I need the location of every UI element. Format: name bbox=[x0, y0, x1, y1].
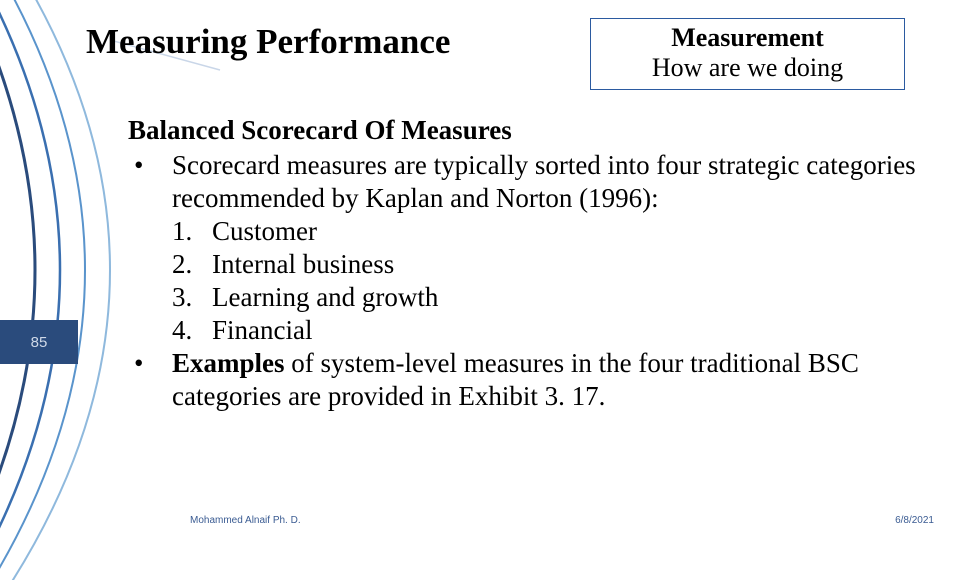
measurement-callout: Measurement How are we doing bbox=[590, 18, 905, 90]
body-content: Balanced Scorecard Of Measures • Scoreca… bbox=[128, 114, 934, 412]
content-heading: Balanced Scorecard Of Measures bbox=[128, 114, 934, 147]
numbered-list: 1.Customer 2.Internal business 3.Learnin… bbox=[128, 215, 934, 347]
list-item: 2.Internal business bbox=[172, 248, 934, 281]
list-item: 4.Financial bbox=[172, 314, 934, 347]
bullet-item: • Examples of system-level measures in t… bbox=[128, 347, 934, 413]
bullet-item: • Scorecard measures are typically sorte… bbox=[128, 149, 934, 215]
footer-date: 6/8/2021 bbox=[895, 515, 934, 526]
list-item: 3.Learning and growth bbox=[172, 281, 934, 314]
list-item: 1.Customer bbox=[172, 215, 934, 248]
footer-author: Mohammed Alnaif Ph. D. bbox=[190, 515, 301, 526]
bullet-text: Examples of system-level measures in the… bbox=[172, 347, 934, 413]
slide-number-tab: 85 bbox=[0, 320, 78, 364]
bullet-text: Scorecard measures are typically sorted … bbox=[172, 149, 934, 215]
callout-line2: How are we doing bbox=[591, 53, 904, 83]
slide-title: Measuring Performance bbox=[86, 22, 450, 62]
callout-line1: Measurement bbox=[591, 23, 904, 53]
